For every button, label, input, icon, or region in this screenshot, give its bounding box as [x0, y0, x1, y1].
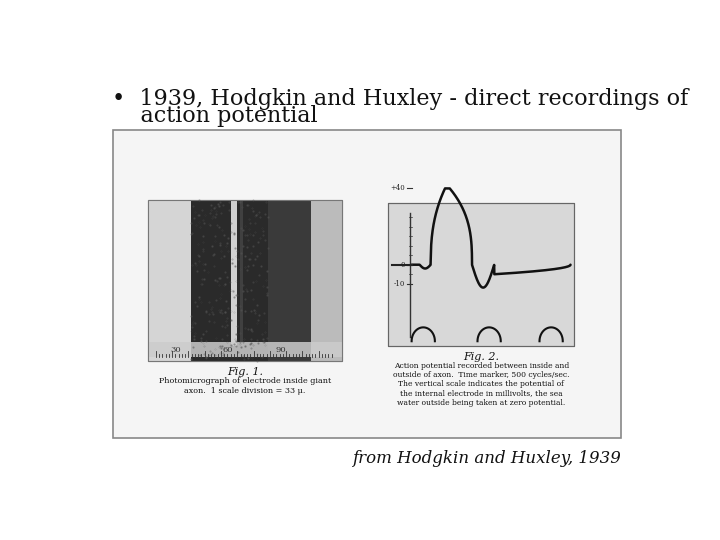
Bar — [191, 200, 269, 361]
Text: Action potential recorded between inside and
outside of axon.  Time marker, 500 : Action potential recorded between inside… — [393, 362, 570, 407]
Text: 60: 60 — [222, 346, 233, 354]
Text: Fig. 1.: Fig. 1. — [227, 367, 263, 377]
Bar — [113, 130, 621, 438]
Text: •  1939, Hodgkin and Huxley - direct recordings of: • 1939, Hodgkin and Huxley - direct reco… — [112, 88, 688, 110]
Text: -10: -10 — [394, 280, 405, 288]
Bar — [148, 342, 342, 357]
Bar — [311, 200, 342, 361]
Bar — [269, 200, 311, 361]
Text: 30: 30 — [170, 346, 181, 354]
Bar — [148, 200, 342, 361]
Text: 90: 90 — [275, 346, 286, 354]
Text: Fig. 2.: Fig. 2. — [464, 352, 500, 362]
Text: +40: +40 — [391, 185, 405, 192]
Bar — [388, 204, 575, 346]
Bar — [148, 200, 342, 361]
Bar — [388, 204, 575, 346]
Bar — [231, 200, 238, 346]
Text: 0: 0 — [401, 261, 405, 269]
Bar — [240, 200, 243, 346]
Text: from Hodgkin and Huxley, 1939: from Hodgkin and Huxley, 1939 — [352, 450, 621, 467]
Bar — [148, 200, 194, 361]
Text: Photomicrograph of electrode inside giant
axon.  1 scale division = 33 μ.: Photomicrograph of electrode inside gian… — [159, 377, 331, 395]
Text: action potential: action potential — [112, 105, 318, 127]
